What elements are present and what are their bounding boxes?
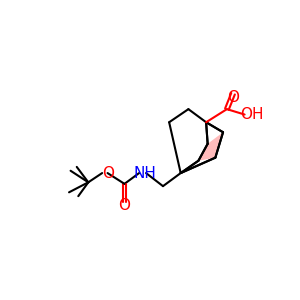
Polygon shape (198, 132, 223, 161)
Text: O: O (102, 166, 114, 181)
Text: OH: OH (241, 107, 264, 122)
Text: O: O (227, 90, 239, 105)
Text: O: O (118, 198, 130, 213)
Text: NH: NH (133, 166, 156, 181)
